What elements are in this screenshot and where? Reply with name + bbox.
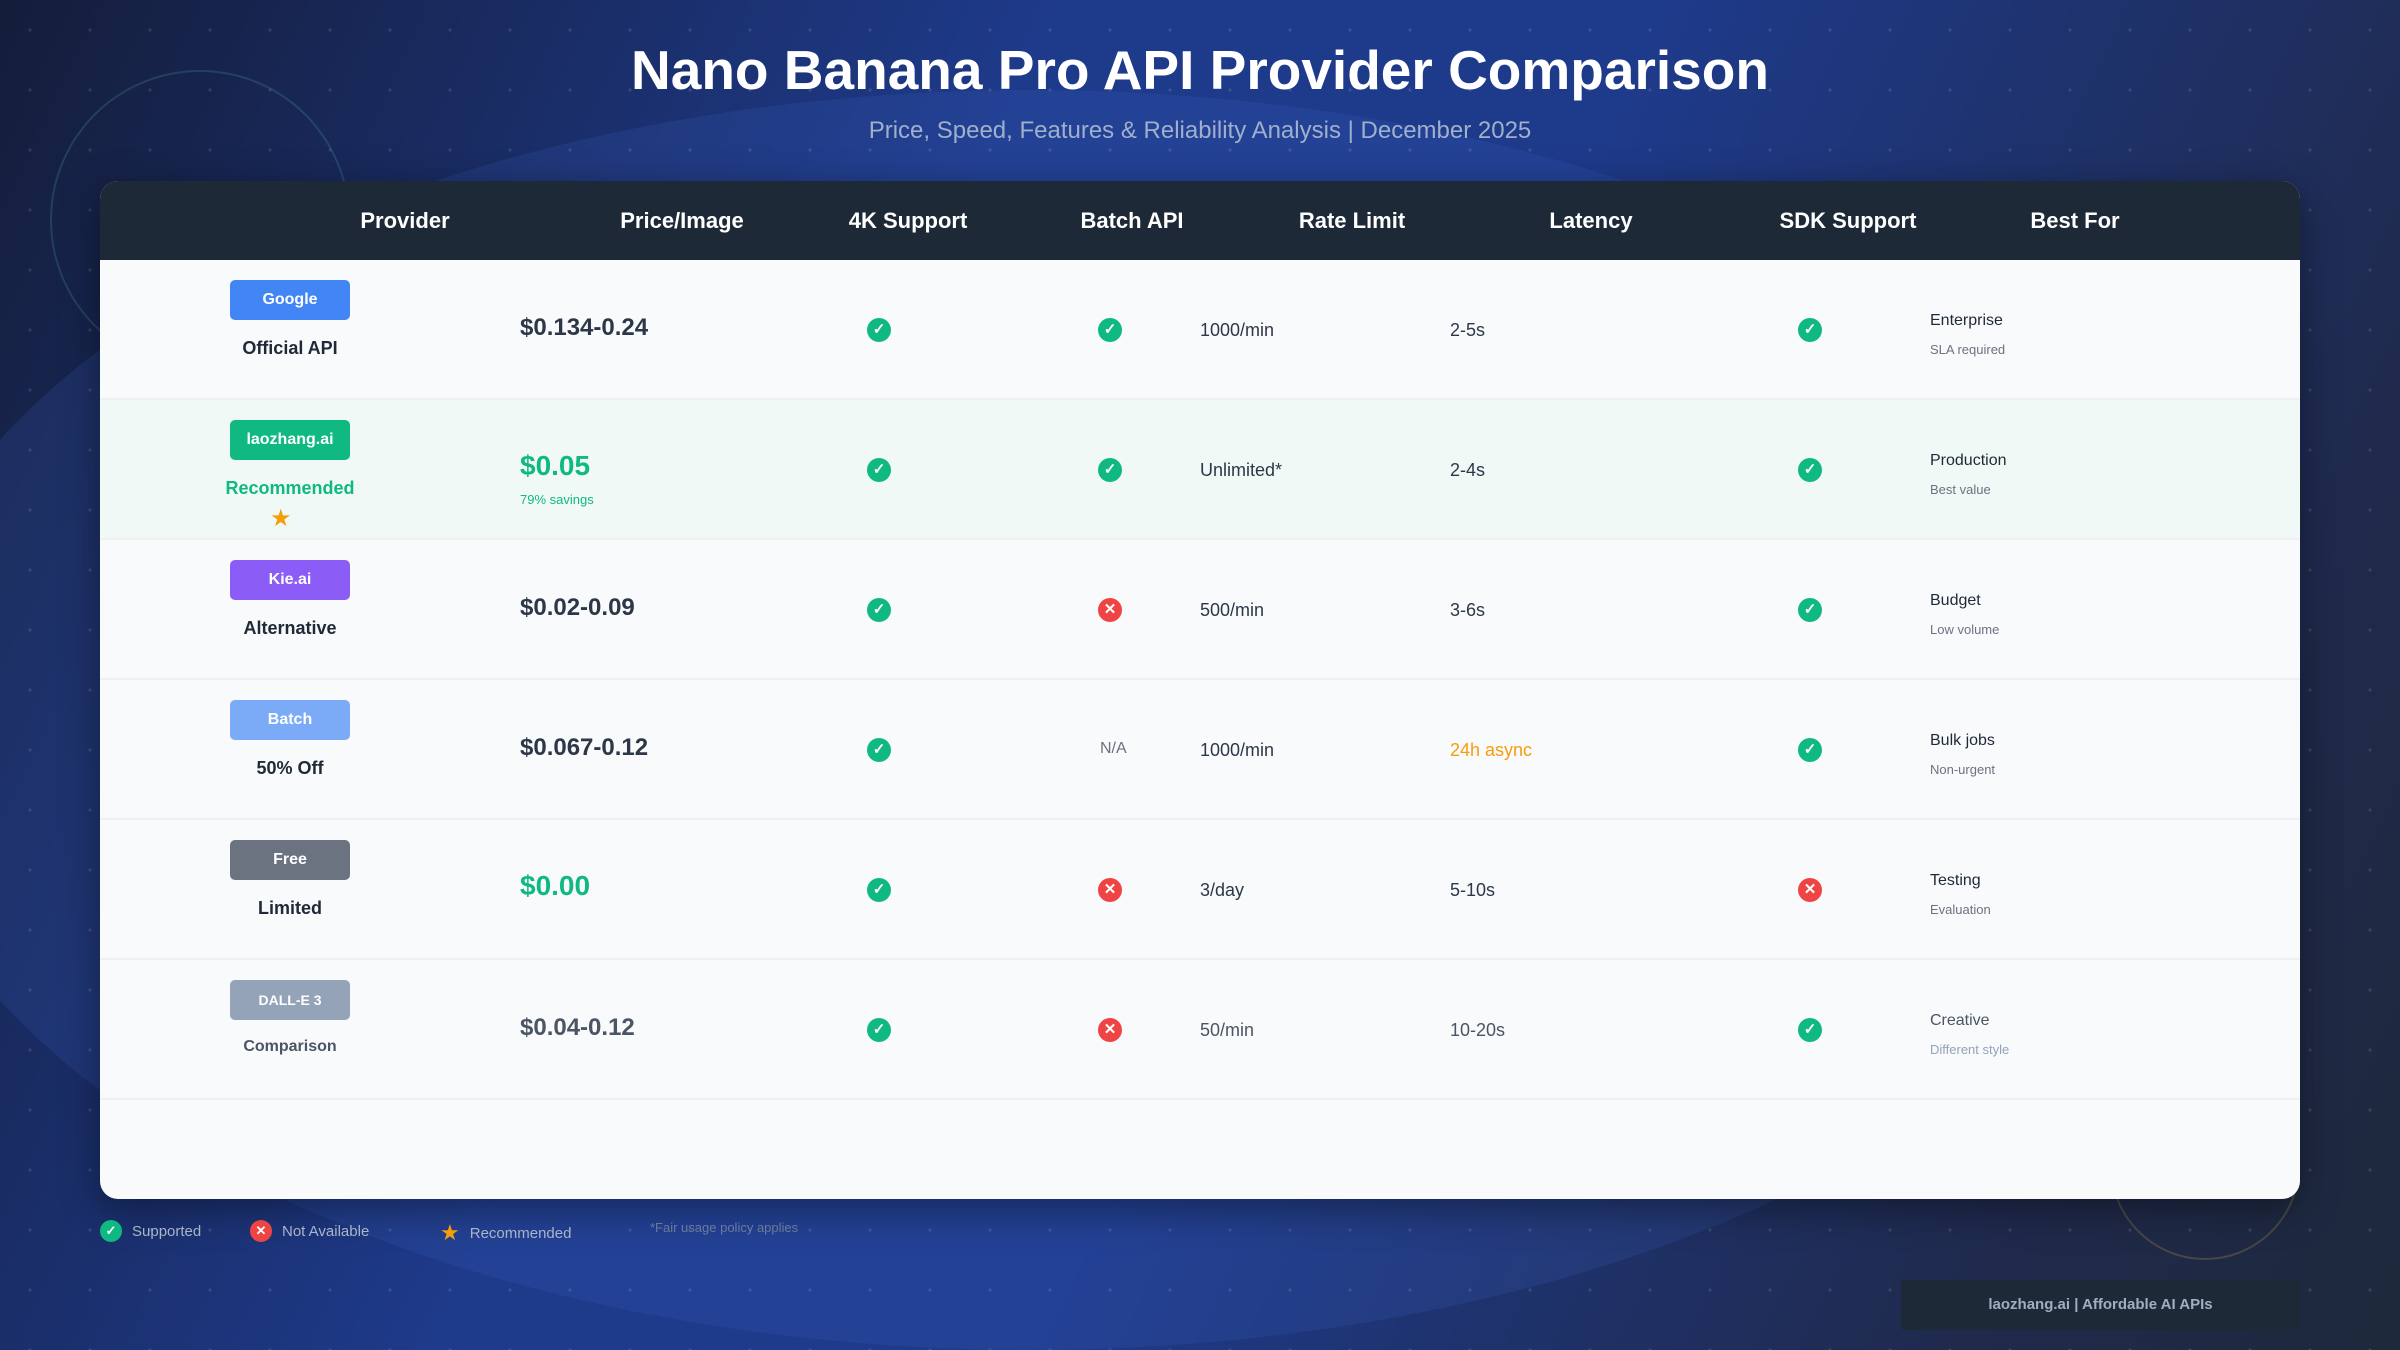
latency: 2-5s xyxy=(1450,320,1486,340)
best-for: Budget xyxy=(1930,592,1981,609)
best-for-detail: Best value xyxy=(1930,482,1991,497)
best-for-detail: Non-urgent xyxy=(1930,762,1996,777)
provider-badge: DALL-E 3 xyxy=(230,980,350,1020)
price: $0.04-0.12 xyxy=(520,1014,635,1041)
check-icon: ✓ xyxy=(1798,458,1822,482)
best-for-detail: Evaluation xyxy=(1930,902,1991,917)
latency: 3-6s xyxy=(1450,600,1486,620)
legend-supported: ✓ Supported xyxy=(100,1220,201,1242)
provider-badge: Free xyxy=(230,840,350,880)
provider-badge: Google xyxy=(230,280,350,320)
check-icon: ✓ xyxy=(867,738,891,762)
provider-cell: Batch 50% Off xyxy=(200,680,380,820)
legend-note: *Fair usage policy applies xyxy=(650,1220,799,1235)
check-icon: ✓ xyxy=(867,1018,891,1042)
savings: 79% savings xyxy=(520,492,594,507)
column-header: Price/Image xyxy=(620,208,744,233)
na-text: N/A xyxy=(1100,740,1127,757)
provider-label: 50% Off xyxy=(256,758,324,778)
footer-brand: laozhang.ai | Affordable AI APIs xyxy=(1901,1280,2300,1330)
best-for-detail: SLA required xyxy=(1930,342,2006,357)
column-header: Best For xyxy=(2030,208,2120,233)
latency: 24h async xyxy=(1450,740,1533,760)
x-icon: ✕ xyxy=(1798,878,1822,902)
check-icon: ✓ xyxy=(100,1220,122,1242)
latency: 5-10s xyxy=(1450,880,1496,900)
table-row: laozhang.ai Recommended ★ $0.05 79% savi… xyxy=(100,400,2300,540)
provider-cell: laozhang.ai Recommended ★ xyxy=(200,400,380,540)
column-header: Provider xyxy=(360,208,450,233)
check-icon: ✓ xyxy=(1798,598,1822,622)
check-icon: ✓ xyxy=(867,598,891,622)
provider-label: Limited xyxy=(257,898,322,918)
best-for-detail: Different style xyxy=(1930,1042,2010,1057)
latency: 2-4s xyxy=(1450,460,1486,480)
price: $0.134-0.24 xyxy=(520,314,649,341)
x-icon: ✕ xyxy=(1098,1018,1122,1042)
column-header: SDK Support xyxy=(1779,208,1917,233)
check-icon: ✓ xyxy=(1798,318,1822,342)
check-icon: ✓ xyxy=(1798,738,1822,762)
rate-limit: 1000/min xyxy=(1200,320,1275,340)
check-icon: ✓ xyxy=(1098,318,1122,342)
best-for: Testing xyxy=(1930,872,1981,889)
provider-badge: laozhang.ai xyxy=(230,420,350,460)
column-header: Latency xyxy=(1549,208,1633,233)
check-icon: ✓ xyxy=(867,318,891,342)
page-title: Nano Banana Pro API Provider Comparison xyxy=(631,39,1769,101)
table-row: DALL-E 3 Comparison $0.04-0.12 ✓ ✕ 50/min… xyxy=(100,960,2300,1100)
column-header: 4K Support xyxy=(848,208,968,233)
check-icon: ✓ xyxy=(1098,458,1122,482)
rate-limit: 1000/min xyxy=(1200,740,1275,760)
provider-cell: Kie.ai Alternative xyxy=(200,540,380,680)
provider-cell: DALL-E 3 Comparison xyxy=(200,960,380,1100)
price: $0.05 xyxy=(520,450,591,481)
best-for: Enterprise xyxy=(1930,312,2003,329)
legend-label: Supported xyxy=(132,1222,202,1240)
price: $0.02-0.09 xyxy=(520,594,635,621)
x-icon: ✕ xyxy=(1098,598,1122,622)
provider-label: Official API xyxy=(242,338,338,358)
rate-limit: 3/day xyxy=(1200,880,1245,900)
legend-recommended: ★ Recommended xyxy=(440,1220,571,1246)
table-row: Batch 50% Off $0.067-0.12 ✓ N/A 1000/min … xyxy=(100,680,2300,820)
check-icon: ✓ xyxy=(1798,1018,1822,1042)
best-for: Production xyxy=(1930,452,2007,469)
legend-label: Recommended xyxy=(469,1224,572,1242)
x-icon: ✕ xyxy=(250,1220,272,1242)
star-icon: ★ xyxy=(440,1220,460,1245)
check-icon: ✓ xyxy=(867,458,891,482)
table-row: Free Limited $0.00 ✓ ✕ 3/day 5-10s ✕ Test… xyxy=(100,820,2300,960)
column-header: Batch API xyxy=(1080,208,1184,233)
provider-badge: Kie.ai xyxy=(230,560,350,600)
price: $0.067-0.12 xyxy=(520,734,649,761)
rate-limit: Unlimited* xyxy=(1200,460,1283,480)
provider-cell: Free Limited xyxy=(200,820,380,960)
x-icon: ✕ xyxy=(1098,878,1122,902)
price: $0.00 xyxy=(520,870,591,901)
table-row: Kie.ai Alternative $0.02-0.09 ✓ ✕ 500/min… xyxy=(100,540,2300,680)
column-header: Rate Limit xyxy=(1298,208,1406,233)
best-for: Creative xyxy=(1930,1012,1990,1029)
rate-limit: 50/min xyxy=(1200,1020,1255,1040)
best-for-detail: Low volume xyxy=(1930,622,2000,637)
legend-not-available: ✕ Not Available xyxy=(250,1220,369,1242)
star-icon: ★ xyxy=(270,505,292,532)
provider-label: Comparison xyxy=(243,1038,337,1055)
provider-cell: Google Official API xyxy=(200,260,380,400)
legend-label: Not Available xyxy=(282,1222,370,1240)
page-subtitle: Price, Speed, Features & Reliability Ana… xyxy=(868,117,1532,144)
provider-badge: Batch xyxy=(230,700,350,740)
table-row: Google Official API $0.134-0.24 ✓ ✓ 1000/… xyxy=(100,260,2300,400)
table-header: Provider Price/Image 4K Support Batch API Ra… xyxy=(100,181,2300,260)
rate-limit: 500/min xyxy=(1200,600,1265,620)
comparison-table: Provider Price/Image 4K Support Batch API Ra… xyxy=(100,181,2300,1199)
provider-label: Recommended xyxy=(225,478,355,498)
provider-label: Alternative xyxy=(243,618,337,638)
check-icon: ✓ xyxy=(867,878,891,902)
best-for: Bulk jobs xyxy=(1930,732,1995,749)
latency: 10-20s xyxy=(1450,1020,1506,1040)
